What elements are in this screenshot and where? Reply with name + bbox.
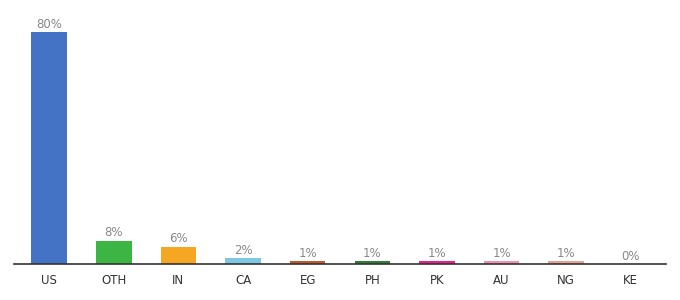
Text: 1%: 1%	[492, 247, 511, 260]
Text: 8%: 8%	[105, 226, 123, 239]
Bar	[549, 261, 584, 264]
Text: 6%: 6%	[169, 232, 188, 245]
Text: 80%: 80%	[36, 18, 62, 31]
Bar	[225, 258, 261, 264]
Text: 1%: 1%	[557, 247, 575, 260]
Bar	[290, 261, 326, 264]
Bar	[354, 261, 390, 264]
Text: 0%: 0%	[622, 250, 640, 262]
Bar	[419, 261, 455, 264]
Bar	[483, 261, 520, 264]
Text: 2%: 2%	[234, 244, 252, 257]
Bar	[96, 241, 131, 264]
Text: 1%: 1%	[428, 247, 446, 260]
Text: 1%: 1%	[299, 247, 317, 260]
Text: 1%: 1%	[363, 247, 381, 260]
Bar	[31, 32, 67, 264]
Bar	[160, 247, 197, 264]
